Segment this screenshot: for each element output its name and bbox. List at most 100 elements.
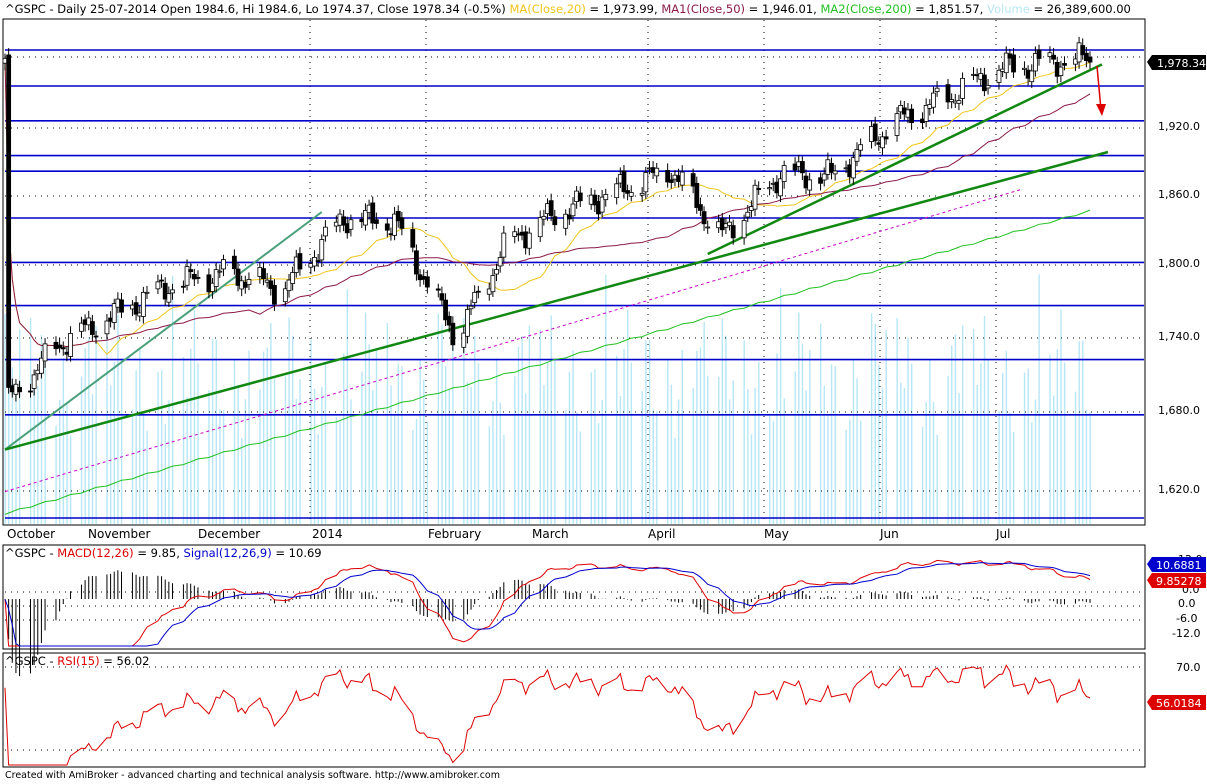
volume-bar: [645, 340, 647, 524]
dashed-channel-line: [4, 188, 1023, 493]
volume-bar: [33, 382, 35, 524]
y-tick: 1,620.0: [1158, 483, 1200, 496]
volume-bar: [29, 318, 32, 524]
volume-bar: [18, 329, 21, 524]
candle-body: [541, 215, 547, 220]
volume-bar: [262, 351, 265, 524]
volume-bar: [936, 434, 938, 524]
volume-bar: [929, 358, 931, 524]
volume-bar: [37, 385, 39, 524]
candle-body: [756, 188, 762, 190]
support-resistance-lines: [5, 49, 1144, 519]
volume-bar: [921, 426, 924, 524]
ma50-label: MA1(Close,50): [661, 2, 745, 16]
volume-bar: [805, 390, 807, 524]
volume-bar: [827, 415, 829, 524]
candle-body: [446, 315, 452, 326]
volume-bar: [681, 349, 684, 524]
volume-bar: [284, 376, 287, 524]
volume-bar: [321, 386, 323, 524]
candle-body: [563, 213, 569, 229]
volume-bar: [572, 350, 574, 524]
signal-label: Signal(12,26,9): [184, 546, 272, 560]
candle-body: [960, 77, 965, 99]
candle-body: [526, 232, 532, 249]
volume-bar: [579, 431, 582, 524]
footer-credit: Created with AmiBroker - advanced charti…: [5, 770, 500, 781]
x-label: October: [7, 527, 55, 541]
volume-bar: [590, 372, 592, 524]
candle-body: [1080, 45, 1086, 56]
candle-body: [643, 172, 649, 193]
volume-bar: [976, 384, 978, 524]
volume-bar: [1078, 341, 1080, 524]
macd-title-prefix: ^GSPC -: [5, 546, 57, 560]
candle-body: [133, 302, 139, 315]
signal-badge-label: 10.6881: [1156, 559, 1202, 572]
ma200-value: = 1,851.57,: [915, 2, 983, 16]
volume-bar: [768, 415, 771, 524]
volume-bar: [517, 346, 520, 524]
candle-body: [39, 357, 44, 374]
volume-bar: [947, 376, 949, 524]
volume-bar: [1012, 431, 1015, 524]
volume-bar: [568, 371, 571, 524]
volume-bar: [313, 388, 316, 524]
candle-body: [435, 288, 441, 291]
candle-body: [450, 322, 456, 346]
volume-bar: [1049, 354, 1051, 524]
volume-bar: [1089, 412, 1091, 524]
volume-bar: [401, 366, 403, 524]
volume-bar: [106, 330, 108, 524]
candlesticks: [2, 36, 1093, 402]
grid-lines: [5, 20, 1144, 751]
volume-bar: [423, 379, 425, 524]
volume-bar: [801, 343, 804, 524]
candle-body: [494, 269, 499, 275]
candle-body: [439, 293, 445, 301]
candle-body: [730, 225, 736, 239]
volume-bar: [528, 325, 531, 524]
last-price-badge: 1,978.34: [1147, 55, 1206, 70]
candle-body: [290, 272, 296, 284]
volume-bar: [390, 385, 392, 524]
volume-bar: [627, 309, 629, 524]
volume-bar: [452, 329, 454, 524]
macd-badge-label: 9.85278: [1156, 575, 1202, 588]
candle-body: [155, 281, 161, 290]
volume-bar: [397, 363, 400, 524]
candle-body: [210, 282, 215, 292]
ma20-label: MA(Close,20): [509, 2, 585, 16]
x-label: December: [198, 527, 260, 541]
candle-body: [68, 333, 73, 357]
volume-bar: [699, 347, 702, 524]
candle-body: [181, 285, 186, 288]
candle-body: [1087, 56, 1093, 63]
candle-body: [341, 216, 347, 226]
volume-bar: [750, 434, 753, 524]
price-panel-frame: [2, 18, 1146, 526]
candle-body: [883, 136, 889, 140]
candle-body: [159, 279, 164, 282]
volume-bar: [270, 322, 272, 524]
candle-body: [1011, 54, 1016, 73]
volume-bar: [350, 399, 352, 524]
candle-body: [461, 332, 467, 348]
candle-body: [268, 280, 274, 289]
volume-bar: [193, 309, 196, 524]
volume-bar: [131, 409, 134, 524]
volume-bar: [364, 312, 367, 524]
macd-y-tick: 0.0: [1178, 597, 1196, 610]
volume-bar: [441, 324, 443, 524]
y-tick: 1,740.0: [1158, 330, 1200, 343]
volume-bar: [470, 386, 472, 524]
candle-body: [552, 216, 558, 226]
volume-bar: [62, 358, 65, 524]
volume-bar: [1060, 309, 1062, 524]
y-tick: 1,860.0: [1158, 188, 1200, 201]
volume-bar: [241, 437, 243, 524]
volume-bar: [146, 431, 148, 524]
volume-bar: [343, 353, 345, 524]
volume-bar: [845, 429, 847, 524]
